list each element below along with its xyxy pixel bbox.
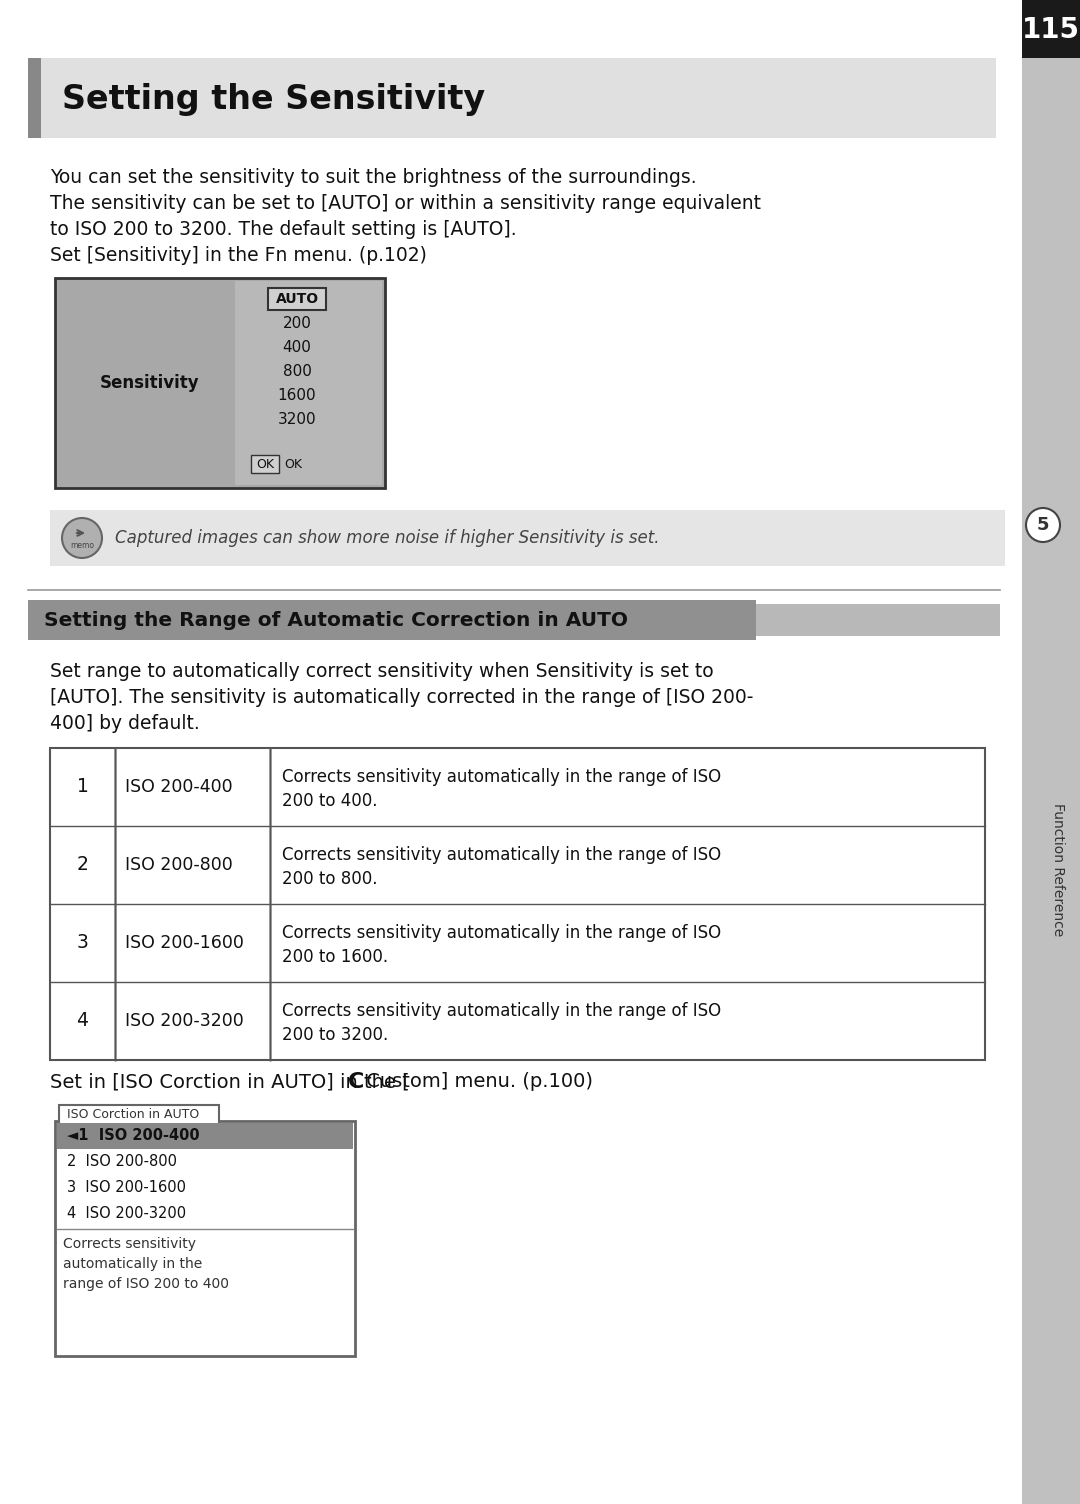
- Text: 2: 2: [77, 856, 89, 874]
- Bar: [235, 281, 382, 484]
- Text: OK: OK: [256, 457, 274, 471]
- Bar: [756, 605, 1000, 636]
- Text: Set range to automatically correct sensitivity when Sensitivity is set to: Set range to automatically correct sensi…: [50, 662, 714, 681]
- Text: 200 to 800.: 200 to 800.: [282, 869, 378, 887]
- Text: Corrects sensitivity automatically in the range of ISO: Corrects sensitivity automatically in th…: [282, 845, 721, 863]
- Bar: [55, 1120, 355, 1357]
- Text: Custom] menu. (p.100): Custom] menu. (p.100): [361, 1072, 593, 1090]
- Text: 400] by default.: 400] by default.: [50, 714, 200, 732]
- Text: ISO 200-400: ISO 200-400: [125, 778, 232, 796]
- Text: 200 to 1600.: 200 to 1600.: [282, 948, 388, 966]
- Text: 4  ISO 200-3200: 4 ISO 200-3200: [67, 1206, 186, 1221]
- Text: 115: 115: [1022, 17, 1080, 44]
- Text: memo: memo: [70, 540, 94, 549]
- Text: The sensitivity can be set to [AUTO] or within a sensitivity range equivalent: The sensitivity can be set to [AUTO] or …: [50, 194, 761, 214]
- Text: 1: 1: [77, 778, 89, 797]
- Text: C: C: [348, 1072, 365, 1092]
- Text: Setting the Sensitivity: Setting the Sensitivity: [62, 84, 485, 116]
- Text: 400: 400: [283, 340, 311, 355]
- Text: Function Reference: Function Reference: [1051, 803, 1065, 937]
- Text: 800: 800: [283, 364, 311, 379]
- Text: Corrects sensitivity automatically in the range of ISO: Corrects sensitivity automatically in th…: [282, 769, 721, 787]
- Circle shape: [62, 517, 102, 558]
- Bar: [50, 510, 1005, 566]
- Bar: [50, 747, 985, 1060]
- Circle shape: [1026, 508, 1059, 541]
- Text: 3  ISO 200-1600: 3 ISO 200-1600: [67, 1181, 186, 1196]
- Bar: [1022, 0, 1080, 1504]
- Bar: [28, 59, 996, 138]
- Text: 200 to 3200.: 200 to 3200.: [282, 1026, 388, 1044]
- Bar: [28, 59, 41, 138]
- Text: Setting the Range of Automatic Correction in AUTO: Setting the Range of Automatic Correctio…: [44, 611, 627, 630]
- Text: 4: 4: [77, 1012, 89, 1030]
- Text: 200 to 400.: 200 to 400.: [282, 793, 378, 811]
- Text: Set [Sensitivity] in the Fn menu. (p.102): Set [Sensitivity] in the Fn menu. (p.102…: [50, 247, 427, 265]
- Text: OK: OK: [284, 457, 302, 471]
- Text: to ISO 200 to 3200. The default setting is [AUTO].: to ISO 200 to 3200. The default setting …: [50, 220, 516, 239]
- Text: 5: 5: [1037, 516, 1050, 534]
- Bar: [57, 1123, 353, 1149]
- Text: Corrects sensitivity
automatically in the
range of ISO 200 to 400: Corrects sensitivity automatically in th…: [63, 1236, 229, 1290]
- Text: 2  ISO 200-800: 2 ISO 200-800: [67, 1155, 177, 1170]
- Text: ◄1  ISO 200-400: ◄1 ISO 200-400: [67, 1128, 200, 1143]
- Bar: [28, 600, 756, 641]
- Bar: [1022, 0, 1080, 59]
- Text: Captured images can show more noise if higher Sensitivity is set.: Captured images can show more noise if h…: [114, 529, 660, 547]
- Bar: [55, 278, 384, 487]
- Text: Corrects sensitivity automatically in the range of ISO: Corrects sensitivity automatically in th…: [282, 1002, 721, 1020]
- Text: ISO Corction in AUTO: ISO Corction in AUTO: [67, 1108, 199, 1122]
- Text: 200: 200: [283, 316, 311, 331]
- Text: 3: 3: [77, 934, 89, 952]
- Text: 3200: 3200: [278, 412, 316, 427]
- Text: [AUTO]. The sensitivity is automatically corrected in the range of [ISO 200-: [AUTO]. The sensitivity is automatically…: [50, 687, 754, 707]
- Text: AUTO: AUTO: [275, 292, 319, 305]
- Text: You can set the sensitivity to suit the brightness of the surroundings.: You can set the sensitivity to suit the …: [50, 168, 697, 186]
- Bar: [59, 1105, 219, 1125]
- Text: 1600: 1600: [278, 388, 316, 403]
- Bar: [268, 287, 326, 310]
- Text: ISO 200-800: ISO 200-800: [125, 856, 233, 874]
- Text: ISO 200-1600: ISO 200-1600: [125, 934, 244, 952]
- Bar: [251, 456, 279, 472]
- Text: Corrects sensitivity automatically in the range of ISO: Corrects sensitivity automatically in th…: [282, 923, 721, 942]
- Text: Sensitivity: Sensitivity: [100, 374, 200, 393]
- Text: ISO 200-3200: ISO 200-3200: [125, 1012, 244, 1030]
- Text: Set in [ISO Corction in AUTO] in the [: Set in [ISO Corction in AUTO] in the [: [50, 1072, 409, 1090]
